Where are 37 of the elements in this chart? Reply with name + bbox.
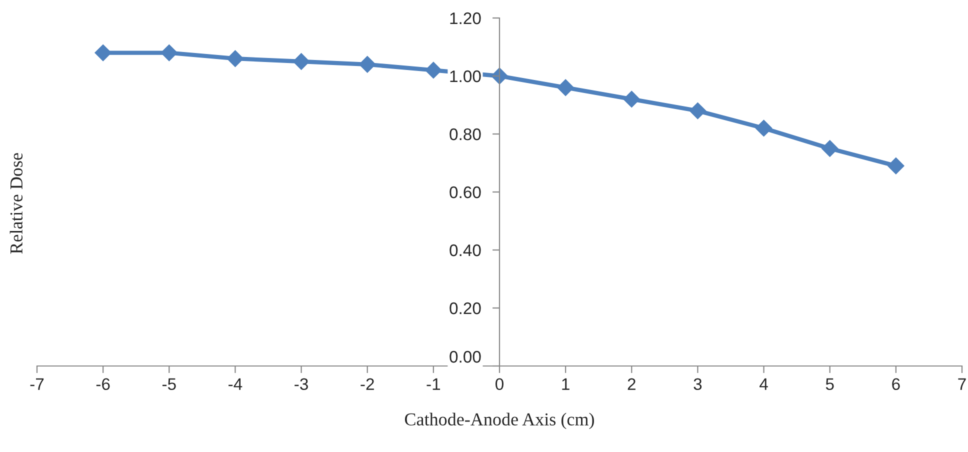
x-tick-label: 4	[760, 378, 768, 390]
y-tick-label: 0.00	[450, 350, 481, 363]
y-tick-label: 0.20	[450, 302, 481, 314]
y-tick-label: 1.00	[450, 70, 481, 82]
x-tick-label: 7	[958, 378, 966, 390]
point	[821, 140, 838, 157]
y-axis-title: Relative Dose	[10, 153, 23, 254]
point	[292, 53, 310, 70]
x-tick-label: 2	[628, 378, 636, 390]
x-tick-label: -5	[162, 378, 176, 390]
x-tick-label: -1	[426, 378, 440, 390]
y-tick-label: 0.60	[450, 186, 481, 198]
x-tick-label: -2	[360, 378, 374, 390]
x-tick-label: 5	[826, 378, 834, 390]
y-tick-label: 1.20	[450, 12, 481, 24]
x-tick-label: -7	[30, 378, 44, 390]
x-tick-label: 6	[892, 378, 900, 390]
point	[689, 102, 706, 120]
x-tick-label: -6	[96, 378, 110, 390]
point	[491, 68, 508, 84]
point	[160, 44, 178, 62]
x-axis-title: Cathode-Anode Axis (cm)	[404, 412, 594, 430]
point	[623, 90, 640, 108]
point	[557, 79, 574, 96]
point	[226, 50, 244, 67]
point	[755, 120, 772, 137]
y-tick-label: 0.80	[450, 128, 481, 140]
x-tick-label: -4	[228, 378, 242, 390]
point	[358, 56, 376, 73]
point	[94, 44, 112, 62]
x-tick-label: 3	[694, 378, 702, 390]
x-tick-label: -3	[294, 378, 308, 390]
x-tick-label: 0	[496, 378, 504, 390]
point	[888, 158, 904, 174]
point	[425, 62, 442, 79]
y-tick-label: 0.40	[450, 244, 481, 256]
x-tick-label: 1	[562, 378, 570, 390]
